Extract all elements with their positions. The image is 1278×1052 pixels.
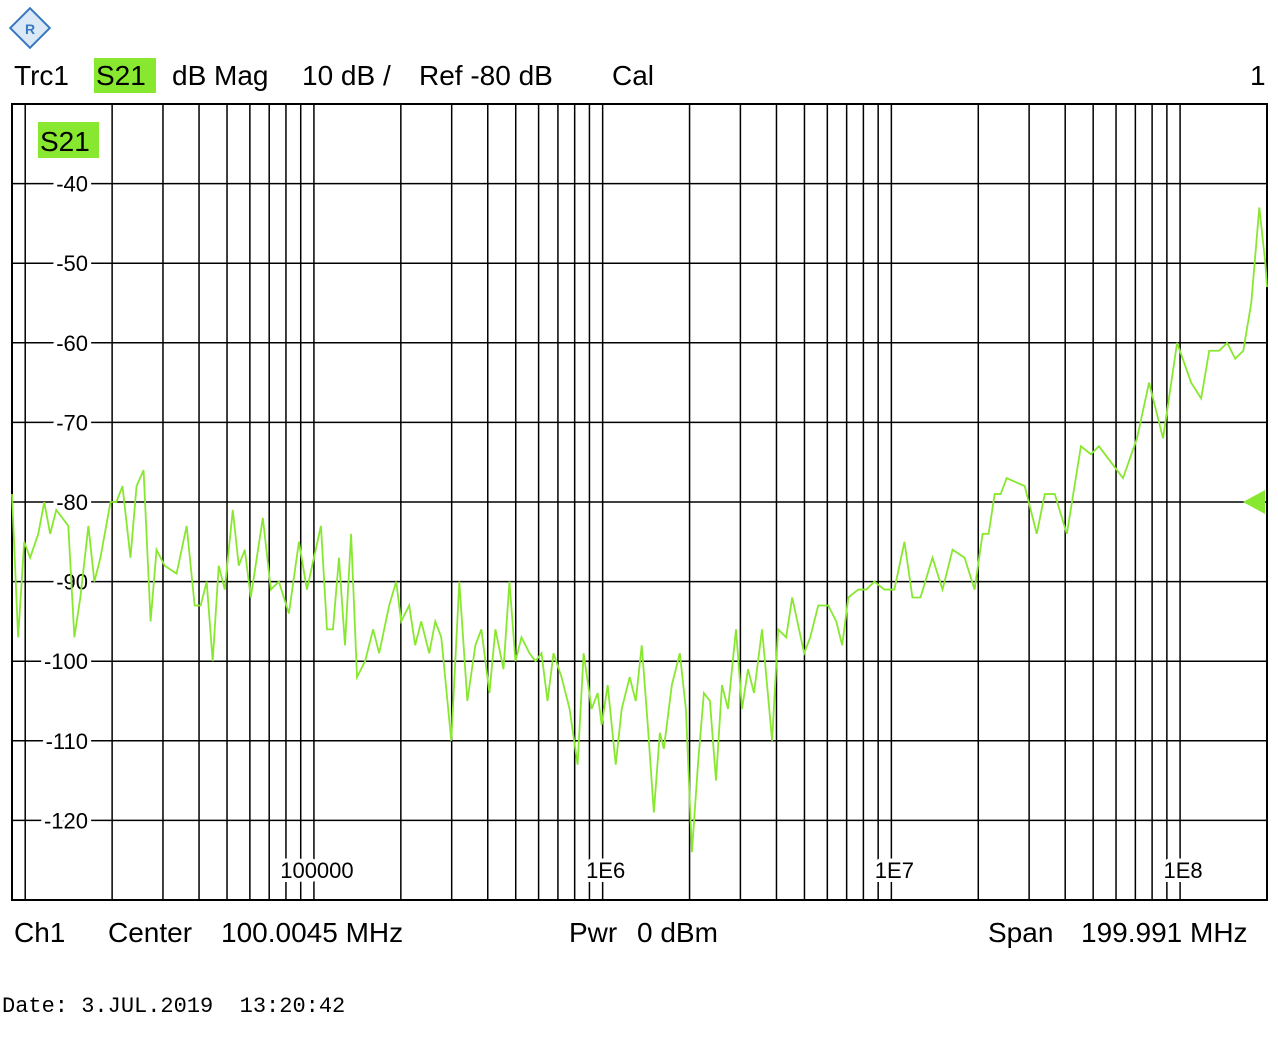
span-label: Span [988, 917, 1053, 948]
ref: Ref -80 dB [419, 60, 553, 91]
legend-label: S21 [40, 126, 90, 157]
ref-marker [1243, 490, 1265, 514]
x-tick-label: 1E6 [586, 858, 625, 883]
y-tick-label: -110 [46, 729, 88, 754]
y-tick-label: -60 [56, 331, 88, 356]
y-tick-label: -80 [56, 490, 88, 515]
x-tick-label: 1E7 [875, 858, 914, 883]
format: dB Mag [172, 60, 269, 91]
trace-badge [94, 58, 156, 93]
power-label: Pwr [569, 917, 617, 948]
trace [11, 207, 1268, 853]
trace-param: S21 [96, 60, 146, 91]
scale: 10 dB / [302, 60, 391, 91]
center-value: 100.0045 MHz [221, 917, 403, 948]
cal: Cal [612, 60, 654, 91]
trace-label: Trc1 [14, 60, 69, 91]
logo: R [8, 6, 52, 50]
channel: Ch1 [14, 917, 65, 948]
y-tick-label: -40 [56, 172, 88, 197]
date: Date: 3.JUL.2019 13:20:42 [2, 994, 345, 1019]
x-tick-label: 1E8 [1164, 858, 1203, 883]
x-tick-label: 100000 [280, 858, 353, 883]
span-value: 199.991 MHz [1081, 917, 1248, 948]
plot: 100000 1E6 1E7 1E8-120-110-100-90-80-70-60-… [11, 103, 1268, 901]
window-number: 1 [1250, 60, 1266, 91]
y-tick-label: -70 [56, 410, 88, 435]
y-tick-label: -50 [56, 251, 88, 276]
y-tick-label: -120 [44, 808, 88, 833]
legend-badge [38, 122, 99, 158]
svg-text:R: R [25, 21, 35, 37]
y-tick-label: -100 [44, 649, 88, 674]
power-value: 0 dBm [637, 917, 718, 948]
center-label: Center [108, 917, 192, 948]
